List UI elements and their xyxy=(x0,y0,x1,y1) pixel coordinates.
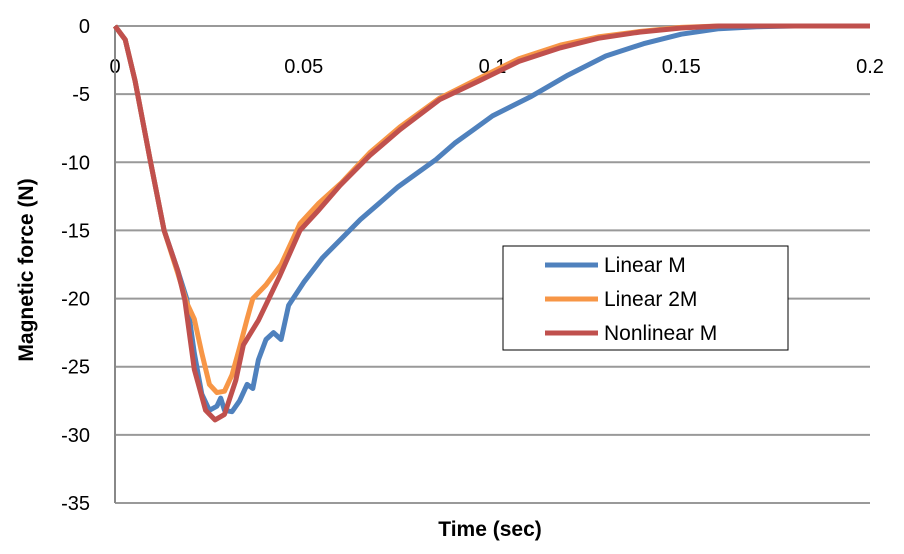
y-tick-label: -10 xyxy=(61,152,90,174)
y-tick-label: -25 xyxy=(61,357,90,379)
x-axis-label: Time (sec) xyxy=(438,518,542,541)
series-line-linear-m xyxy=(112,23,870,415)
legend-label: Linear M xyxy=(604,254,686,277)
y-tick-labels: 0 -5 -10 -15 -20 -25 -30 -35 xyxy=(61,16,90,515)
series-line-nonlinear-m xyxy=(112,23,870,423)
x-tick-label: 0.05 xyxy=(284,56,323,78)
y-tick-label: -35 xyxy=(61,493,90,515)
y-tick-label: -15 xyxy=(61,220,90,242)
legend: Linear M Linear 2M Nonlinear M xyxy=(502,245,789,351)
legend-label: Nonlinear M xyxy=(604,322,717,345)
y-tick-label: 0 xyxy=(79,16,90,38)
x-tick-label: 0.2 xyxy=(856,56,884,78)
x-tick-label: 0.15 xyxy=(662,56,701,78)
legend-label: Linear 2M xyxy=(604,288,697,311)
series-lines xyxy=(112,23,870,423)
y-tick-label: -20 xyxy=(61,289,90,311)
y-tick-label: -5 xyxy=(72,84,90,106)
y-axis-label: Magnetic force (N) xyxy=(15,178,38,361)
y-tick-label: -30 xyxy=(61,425,90,447)
